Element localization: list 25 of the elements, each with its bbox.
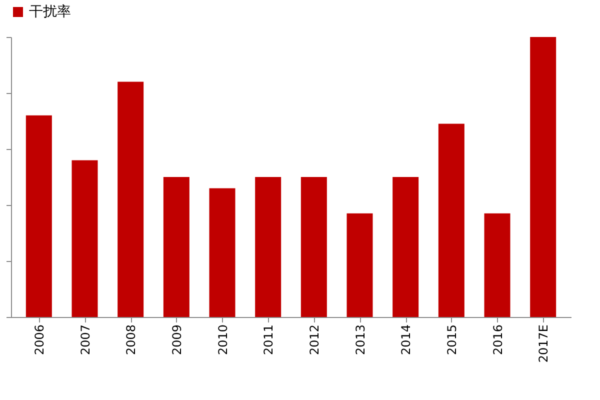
x-tick-label: 2009	[170, 324, 184, 356]
x-tick-label: 2014	[399, 324, 414, 356]
x-tick-label: 2015	[444, 324, 459, 356]
bar	[26, 115, 52, 317]
bar	[209, 188, 236, 317]
x-tick-label: 2008	[124, 324, 138, 356]
bar	[392, 177, 419, 317]
x-tick-label: 2012	[307, 324, 322, 356]
x-tick-label: 2007	[78, 324, 92, 356]
legend-label: 干扰率	[29, 4, 71, 20]
bar	[163, 177, 190, 317]
bar	[346, 213, 373, 317]
bar	[484, 213, 510, 317]
x-tick-label: 2011	[262, 324, 276, 356]
bar	[438, 124, 464, 317]
x-tick-label: 2016	[490, 324, 505, 356]
bar	[530, 37, 556, 317]
bar	[300, 177, 327, 317]
x-tick-label: 2006	[32, 324, 46, 356]
bar	[72, 160, 98, 317]
x-tick-label: 2017E	[536, 324, 551, 363]
bar	[118, 82, 144, 317]
x-tick-label: 2013	[353, 324, 368, 356]
bar	[255, 177, 282, 317]
x-tick-label: 2010	[216, 324, 230, 356]
